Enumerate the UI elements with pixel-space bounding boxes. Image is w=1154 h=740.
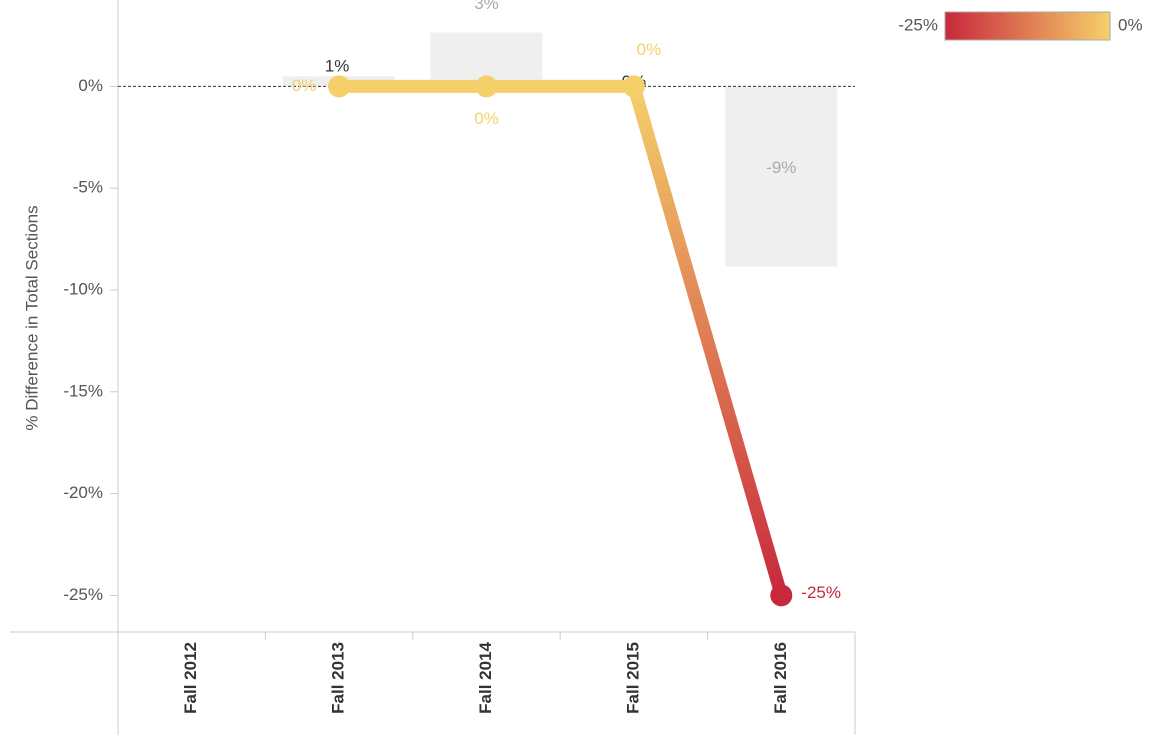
point bbox=[770, 584, 793, 607]
point bbox=[328, 75, 351, 98]
point-label: 0% bbox=[292, 76, 317, 95]
y-tick-label: -25% bbox=[63, 585, 103, 604]
legend-scale bbox=[944, 11, 1111, 41]
point bbox=[475, 75, 498, 98]
x-tick-label: Fall 2014 bbox=[476, 641, 495, 713]
point-label: -25% bbox=[801, 583, 841, 602]
y-axis-label: % Difference in Total Sections bbox=[22, 205, 41, 430]
bar bbox=[725, 86, 838, 267]
x-tick-label: Fall 2012 bbox=[181, 642, 200, 714]
bar-label: 1% bbox=[325, 57, 350, 76]
x-tick-label: Fall 2015 bbox=[623, 642, 642, 714]
y-tick-label: 0% bbox=[78, 76, 103, 95]
y-tick-label: -15% bbox=[63, 381, 103, 400]
x-tick-label: Fall 2013 bbox=[329, 642, 348, 714]
bar-label: 3% bbox=[474, 0, 499, 13]
legend-label: -25% bbox=[898, 15, 938, 34]
legend-label: 0% bbox=[1118, 15, 1143, 34]
x-tick-label: Fall 2016 bbox=[771, 642, 790, 714]
y-tick-label: -10% bbox=[63, 279, 103, 298]
point-label: 0% bbox=[474, 109, 499, 128]
point-label: 0% bbox=[637, 40, 662, 59]
bar-label: -9% bbox=[766, 158, 796, 177]
y-tick-label: -5% bbox=[73, 178, 103, 197]
point bbox=[622, 75, 645, 98]
y-tick-label: -20% bbox=[63, 483, 103, 502]
line bbox=[332, 79, 788, 602]
